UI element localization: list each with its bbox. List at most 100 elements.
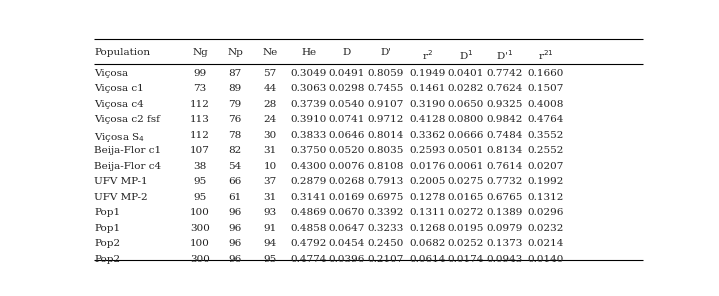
Text: Population: Population <box>94 48 150 57</box>
Text: 0.7455: 0.7455 <box>367 84 403 93</box>
Text: Pop2: Pop2 <box>94 239 121 248</box>
Text: 0.0275: 0.0275 <box>447 177 484 186</box>
Text: Pop2: Pop2 <box>94 255 121 263</box>
Text: 0.7913: 0.7913 <box>367 177 403 186</box>
Text: 0.9712: 0.9712 <box>367 115 403 124</box>
Text: Pop1: Pop1 <box>94 208 121 217</box>
Text: 0.4300: 0.4300 <box>290 162 326 170</box>
Text: 100: 100 <box>190 239 210 248</box>
Text: 0.7624: 0.7624 <box>486 84 523 93</box>
Text: 82: 82 <box>229 146 242 155</box>
Text: 100: 100 <box>190 208 210 217</box>
Text: 300: 300 <box>190 223 210 233</box>
Text: 0.1507: 0.1507 <box>528 84 564 93</box>
Text: 96: 96 <box>229 223 242 233</box>
Text: Viçosa c1: Viçosa c1 <box>94 84 144 93</box>
Text: 0.0520: 0.0520 <box>329 146 365 155</box>
Text: 66: 66 <box>229 177 242 186</box>
Text: 93: 93 <box>263 208 277 217</box>
Text: 0.1268: 0.1268 <box>409 223 446 233</box>
Text: Beija-Flor c1: Beija-Flor c1 <box>94 146 162 155</box>
Text: 0.0501: 0.0501 <box>447 146 484 155</box>
Text: 0.0401: 0.0401 <box>447 69 484 78</box>
Text: 0.8035: 0.8035 <box>367 146 403 155</box>
Text: 0.0396: 0.0396 <box>329 255 365 263</box>
Text: 73: 73 <box>193 84 206 93</box>
Text: 0.0666: 0.0666 <box>447 131 484 139</box>
Text: 0.4869: 0.4869 <box>290 208 326 217</box>
Text: 300: 300 <box>190 255 210 263</box>
Text: 99: 99 <box>193 69 206 78</box>
Text: 0.0614: 0.0614 <box>409 255 446 263</box>
Text: 0.1992: 0.1992 <box>528 177 564 186</box>
Text: 0.2879: 0.2879 <box>290 177 326 186</box>
Text: Viçosa: Viçosa <box>94 69 129 78</box>
Text: 0.1949: 0.1949 <box>409 69 446 78</box>
Text: 0.0169: 0.0169 <box>329 193 365 202</box>
Text: 113: 113 <box>190 115 210 124</box>
Text: 0.0165: 0.0165 <box>447 193 484 202</box>
Text: r$^2$: r$^2$ <box>422 48 433 62</box>
Text: 0.0061: 0.0061 <box>447 162 484 170</box>
Text: Pop1: Pop1 <box>94 223 121 233</box>
Text: 0.0800: 0.0800 <box>447 115 484 124</box>
Text: 0.1660: 0.1660 <box>528 69 564 78</box>
Text: Ne: Ne <box>262 48 278 57</box>
Text: 0.0272: 0.0272 <box>447 208 484 217</box>
Text: 0.4792: 0.4792 <box>290 239 326 248</box>
Text: 0.2005: 0.2005 <box>409 177 446 186</box>
Text: 89: 89 <box>229 84 242 93</box>
Text: D'$^1$: D'$^1$ <box>495 48 513 62</box>
Text: 0.2552: 0.2552 <box>528 146 564 155</box>
Text: 0.0491: 0.0491 <box>329 69 365 78</box>
Text: 0.9325: 0.9325 <box>486 99 523 109</box>
Text: 0.8134: 0.8134 <box>486 146 523 155</box>
Text: 0.2107: 0.2107 <box>367 255 403 263</box>
Text: Viçosa c2 fsf: Viçosa c2 fsf <box>94 115 160 124</box>
Text: UFV MP-1: UFV MP-1 <box>94 177 148 186</box>
Text: Viçosa c4: Viçosa c4 <box>94 99 144 109</box>
Text: 0.0214: 0.0214 <box>528 239 564 248</box>
Text: 0.8014: 0.8014 <box>367 131 403 139</box>
Text: 79: 79 <box>229 99 242 109</box>
Text: 0.1312: 0.1312 <box>528 193 564 202</box>
Text: 0.4774: 0.4774 <box>290 255 326 263</box>
Text: 31: 31 <box>263 146 277 155</box>
Text: 0.3739: 0.3739 <box>290 99 326 109</box>
Text: 0.9107: 0.9107 <box>367 99 403 109</box>
Text: 0.0979: 0.0979 <box>486 223 523 233</box>
Text: 0.1311: 0.1311 <box>409 208 446 217</box>
Text: 0.3552: 0.3552 <box>528 131 564 139</box>
Text: 0.0176: 0.0176 <box>409 162 446 170</box>
Text: 0.3392: 0.3392 <box>367 208 403 217</box>
Text: 0.0670: 0.0670 <box>329 208 365 217</box>
Text: 28: 28 <box>263 99 277 109</box>
Text: Ng: Ng <box>192 48 208 57</box>
Text: 0.2450: 0.2450 <box>367 239 403 248</box>
Text: 112: 112 <box>190 131 210 139</box>
Text: 87: 87 <box>229 69 242 78</box>
Text: 0.3049: 0.3049 <box>290 69 326 78</box>
Text: 0.0282: 0.0282 <box>447 84 484 93</box>
Text: 95: 95 <box>193 193 206 202</box>
Text: 0.0140: 0.0140 <box>528 255 564 263</box>
Text: 44: 44 <box>263 84 277 93</box>
Text: D': D' <box>380 48 391 57</box>
Text: 61: 61 <box>229 193 242 202</box>
Text: 0.1278: 0.1278 <box>409 193 446 202</box>
Text: 0.0647: 0.0647 <box>329 223 365 233</box>
Text: 0.7484: 0.7484 <box>486 131 523 139</box>
Text: 0.0943: 0.0943 <box>486 255 523 263</box>
Text: 57: 57 <box>263 69 277 78</box>
Text: He: He <box>301 48 316 57</box>
Text: 96: 96 <box>229 208 242 217</box>
Text: 0.3063: 0.3063 <box>290 84 326 93</box>
Text: 0.0454: 0.0454 <box>329 239 365 248</box>
Text: Np: Np <box>227 48 243 57</box>
Text: 0.4858: 0.4858 <box>290 223 326 233</box>
Text: 0.3750: 0.3750 <box>290 146 326 155</box>
Text: 0.9842: 0.9842 <box>486 115 523 124</box>
Text: 0.4764: 0.4764 <box>528 115 564 124</box>
Text: 38: 38 <box>193 162 206 170</box>
Text: 96: 96 <box>229 239 242 248</box>
